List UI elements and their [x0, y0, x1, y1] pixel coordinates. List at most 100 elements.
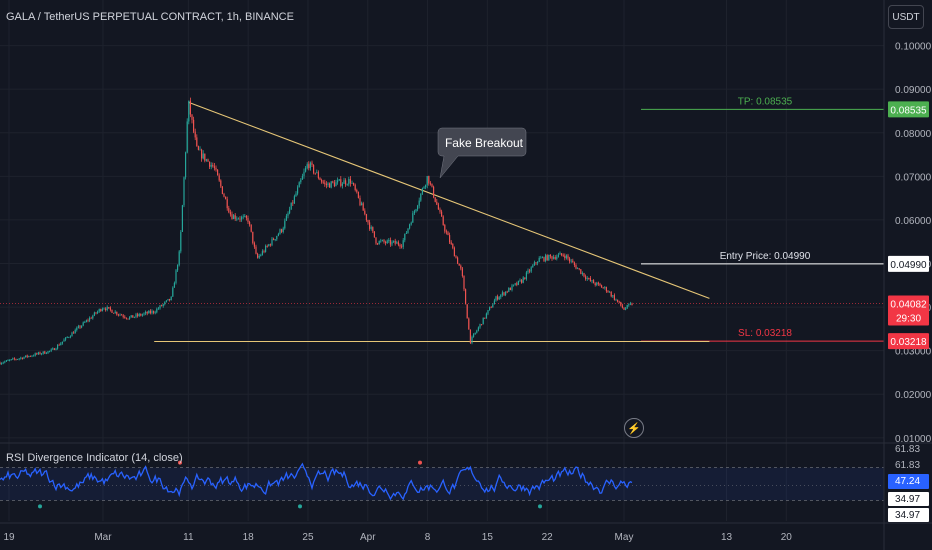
candle-body	[117, 314, 119, 316]
candle-body	[322, 181, 324, 183]
candle-body	[389, 239, 391, 245]
entry-price-axis-badge	[888, 255, 929, 272]
candle-body	[356, 190, 358, 192]
candle-body	[409, 224, 411, 229]
candle-body	[527, 270, 529, 273]
candle-body	[76, 327, 78, 330]
time-tick-label: 11	[183, 532, 194, 543]
sl-axis-value: 0.03218	[890, 337, 927, 348]
candle-body	[253, 243, 255, 247]
candle-body	[298, 182, 300, 188]
candle-body	[581, 272, 583, 274]
candle-body	[556, 256, 558, 259]
candle-body	[391, 241, 393, 245]
candle-body	[418, 200, 420, 206]
candle-body	[42, 351, 44, 354]
candle-body	[393, 240, 395, 242]
candle-body	[65, 337, 67, 340]
candle-body	[349, 178, 351, 184]
candle-body	[455, 256, 457, 258]
candle-body	[234, 215, 236, 219]
candle-body	[220, 180, 222, 187]
candle-body	[386, 240, 388, 244]
candle-body	[63, 339, 65, 342]
lightning-bolt-icon[interactable]: ⚡	[624, 418, 644, 438]
candle-body	[281, 229, 283, 232]
candle-body	[423, 187, 425, 189]
rsi-lines	[0, 460, 884, 509]
candle-body	[52, 348, 54, 350]
candle-body	[404, 233, 406, 241]
candle-body	[460, 265, 462, 269]
current-price-badge	[888, 295, 929, 326]
candle-body	[185, 152, 187, 178]
candle-body	[124, 316, 126, 318]
candle-body	[269, 244, 271, 246]
candle-body	[407, 228, 409, 233]
candle-body	[133, 316, 135, 318]
candle-body	[265, 245, 267, 252]
candle-body	[164, 301, 166, 305]
candle-body	[151, 310, 153, 314]
candle-body	[385, 242, 387, 244]
candle-body	[308, 164, 310, 169]
candle-body	[610, 291, 612, 297]
candle-body	[530, 267, 532, 272]
candle-body	[73, 332, 75, 334]
candle-body	[9, 359, 11, 361]
candle-body	[53, 348, 55, 351]
candle-body	[513, 284, 515, 286]
candle-body	[506, 291, 508, 293]
candle-body	[532, 265, 534, 268]
candle-body	[477, 327, 479, 331]
candle-body	[309, 162, 311, 169]
candle-body	[113, 312, 115, 314]
candle-body	[333, 182, 335, 187]
candle-body	[479, 324, 481, 328]
price-tick-label: 0.01000	[895, 434, 932, 445]
candle-body	[493, 300, 495, 305]
candle-body	[604, 287, 606, 288]
candle-body	[17, 359, 19, 360]
candle-body	[45, 353, 47, 355]
candle-body	[618, 301, 620, 303]
candle-body	[260, 254, 262, 256]
tp-label: TP: 0.08535	[738, 96, 793, 107]
candle-body	[457, 257, 459, 264]
candle-body	[577, 268, 579, 270]
candle-body	[5, 360, 7, 362]
candle-body	[197, 146, 199, 150]
candle-body	[154, 312, 156, 314]
currency-button[interactable]: USDT	[888, 5, 924, 29]
candle-body	[18, 358, 20, 360]
price-tick-label: 0.08000	[895, 129, 932, 140]
candle-body	[105, 308, 107, 311]
candle-body	[66, 337, 68, 339]
candle-body	[538, 257, 540, 262]
candle-body	[68, 337, 70, 338]
candle-body	[415, 209, 417, 212]
candle-body	[471, 336, 473, 343]
candle-body	[169, 298, 171, 301]
rsi-indicator-title[interactable]: RSI Divergence Indicator (14, close)	[6, 452, 183, 464]
candle-body	[500, 294, 502, 298]
candle-body	[103, 308, 105, 310]
candle-body	[223, 193, 225, 197]
candle-body	[31, 355, 33, 357]
candle-body	[58, 344, 60, 346]
candle-body	[217, 169, 219, 176]
candle-body	[135, 314, 137, 317]
candle-body	[242, 216, 244, 218]
candle-body	[402, 240, 404, 247]
candle-body	[369, 222, 371, 229]
rsi-line	[0, 462, 633, 501]
candle-body	[236, 218, 238, 220]
sl-label: SL: 0.03218	[738, 328, 792, 339]
candle-body	[41, 353, 43, 355]
candle-body	[447, 232, 449, 236]
candle-body	[316, 172, 318, 174]
tp-axis-value: 0.08535	[890, 105, 927, 116]
candle-body	[215, 167, 217, 170]
